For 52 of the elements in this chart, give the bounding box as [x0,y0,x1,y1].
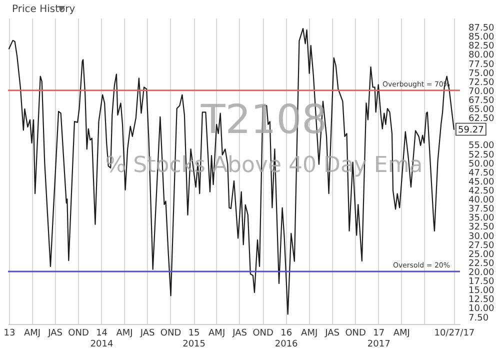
annotation: 59.27 [458,125,484,136]
x-tick-label: 10/27/17 [434,328,475,338]
y-tick-label: 35.00 [468,214,495,224]
x-tick-label: OND [68,328,89,338]
y-tick-label: 27.50 [468,240,495,251]
y-tick-label: 65.00 [468,105,495,116]
x-tick-label: 14 2014 [90,328,114,350]
y-tick-label: 7.50 [468,313,489,324]
y-tick-label: 75.00 [468,68,495,79]
y-tick-label: 50.00 [468,159,495,170]
x-tick-label: AMJ [393,328,410,338]
y-tick-label: 37.50 [468,204,495,215]
y-tick-label: 80.00 [468,50,495,61]
y-tick-label: 47.50 [468,168,495,178]
y-tick-label: 82.50 [468,42,495,52]
x-tick-label: JAS [139,328,156,338]
x-tick-label: JAS [324,328,340,338]
y-tick-label: 85.00 [468,32,495,43]
y-tick-label: 40.00 [468,196,495,206]
x-tick-label: AMJ [208,328,226,338]
x-tick-label: JAS [47,328,63,338]
x-tick-label: 16 2016 [274,328,298,350]
x-tick-label: 15 2015 [182,328,206,350]
x-tick-label: OND [160,328,182,338]
y-tick-label: 72.50 [468,78,495,88]
x-tick-label: JAS [232,328,248,338]
y-tick-label: 10.00 [468,304,495,314]
y-tick-label: 20.00 [468,268,495,278]
y-tick-label: 12.50 [468,295,495,306]
y-tick-label: 30.00 [468,232,495,242]
y-tick-label: 32.50 [468,222,495,233]
y-tick-label: 22.50 [468,258,495,269]
y-tick-label: 25.00 [468,250,495,260]
y-tick-label: 45.00 [468,177,495,188]
y-tick-label: 15.00 [468,286,495,296]
y-tick-label: 52.50 [468,150,495,160]
y-tick-label: 62.50 [468,114,495,124]
y-tick-label: 55.00 [468,141,495,152]
y-tick-label: 87.50 [468,24,495,34]
line-series [8,28,454,315]
y-tick-label: 17.50 [468,277,495,288]
x-tick-label: AMJ [116,328,133,338]
x-tick-label: 13 [4,328,16,338]
x-tick-label: AMJ [24,328,41,338]
y-tick-label: 67.50 [468,96,495,106]
y-tick-label: 77.50 [468,60,495,70]
y-tick-label: 70.00 [468,86,495,97]
x-tick-label: OND [345,328,366,338]
y-tick-label: 42.50 [468,186,495,197]
x-tick-label: 17 2017 [367,328,390,350]
x-tick-label: AMJ [301,328,318,338]
x-tick-label: OND [252,328,274,338]
